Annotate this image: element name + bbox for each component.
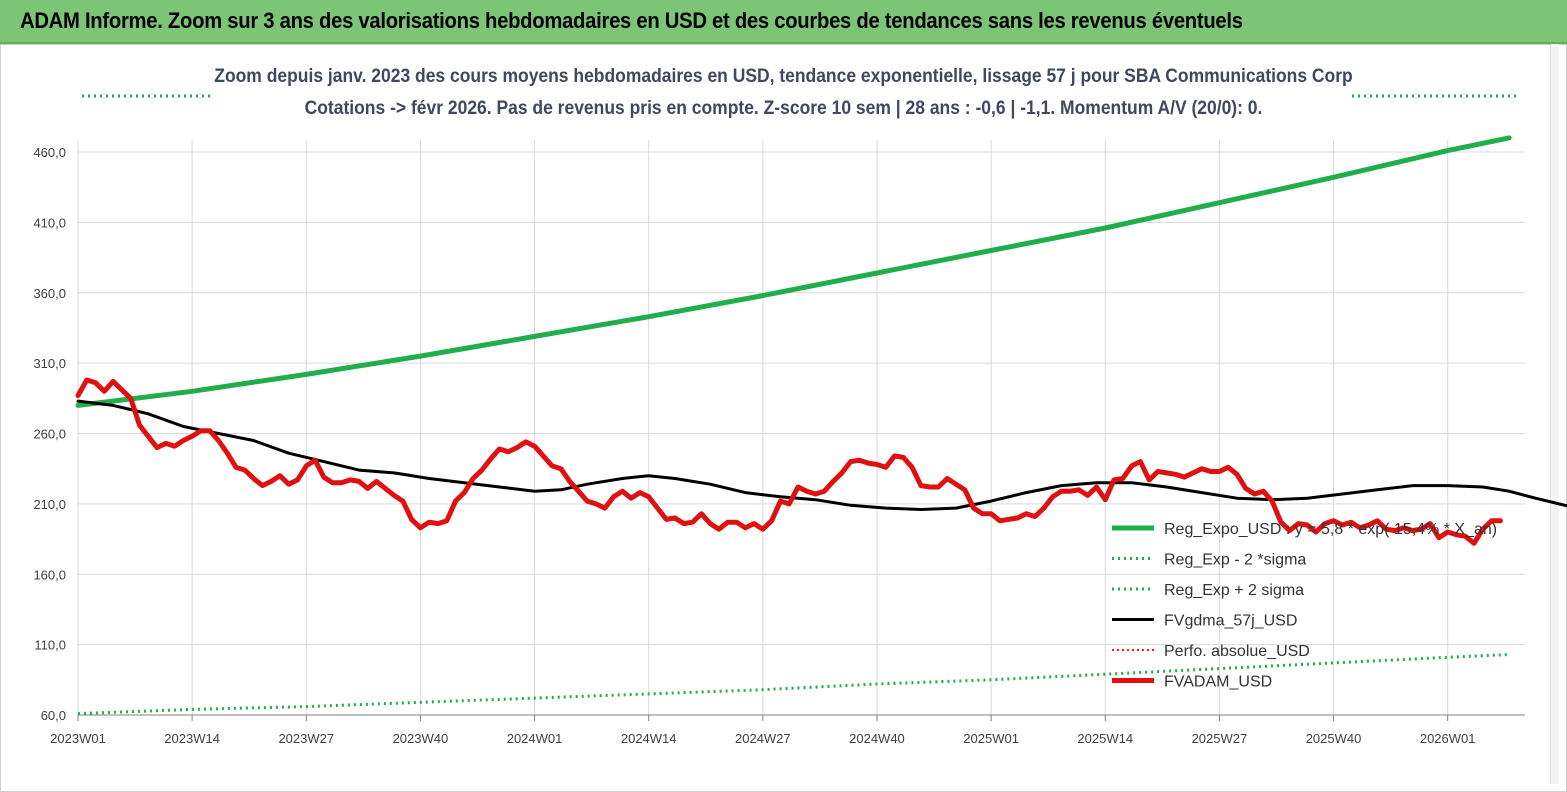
x-tick-label: 2024W01 <box>507 731 563 746</box>
legend-label: Perfo. absolue_USD <box>1164 643 1310 660</box>
x-tick-label: 2025W27 <box>1192 731 1248 746</box>
y-tick-label: 60,0 <box>41 708 66 723</box>
x-tick-label: 2024W27 <box>735 731 791 746</box>
report-banner: ADAM Informe. Zoom sur 3 ans des valoris… <box>0 0 1567 44</box>
x-tick-label: 2025W01 <box>963 731 1019 746</box>
y-tick-label: 160,0 <box>33 567 66 582</box>
report-title: ADAM Informe. Zoom sur 3 ans des valoris… <box>20 8 1243 33</box>
legend-label: Reg_Expo_USD : y = 5,8 * exp( 15,4% * X_… <box>1164 521 1497 538</box>
y-tick-label: 310,0 <box>33 356 66 371</box>
y-tick-label: 410,0 <box>33 215 66 230</box>
reg-expo-line <box>75 135 1512 408</box>
x-tick-label: 2023W14 <box>164 731 220 746</box>
y-tick-label: 360,0 <box>33 286 66 301</box>
y-tick-label: 110,0 <box>34 638 66 653</box>
y-tick-label: 460,0 <box>33 145 66 160</box>
fvadam-line <box>75 377 1503 546</box>
y-tick-label: 260,0 <box>33 427 66 442</box>
x-tick-label: 2024W14 <box>621 731 677 746</box>
sigma-minus-line <box>77 653 1510 716</box>
x-tick-label: 2025W40 <box>1306 731 1362 746</box>
legend-label: Reg_Exp - 2 *sigma <box>1164 552 1306 569</box>
legend-label: FVgdma_57j_USD <box>1164 613 1297 630</box>
vertical-scrollbar[interactable] <box>1550 44 1559 784</box>
chart-title: Zoom depuis janv. 2023 des cours moyens … <box>214 66 1353 87</box>
y-tick-label: 210,0 <box>33 497 66 512</box>
x-tick-label: 2023W01 <box>50 731 106 746</box>
fvgdma-line <box>76 399 1567 511</box>
chart-subtitle: Cotations -> févr 2026. Pas de revenus p… <box>304 98 1263 119</box>
legend-label: FVADAM_USD <box>1164 674 1272 691</box>
x-tick-label: 2024W40 <box>849 731 905 746</box>
x-tick-label: 2023W27 <box>278 731 334 746</box>
x-tick-label: 2026W01 <box>1420 731 1476 746</box>
x-tick-label: 2025W14 <box>1077 731 1133 746</box>
legend-label: Reg_Exp + 2 sigma <box>1164 582 1304 599</box>
x-tick-label: 2023W40 <box>393 731 449 746</box>
